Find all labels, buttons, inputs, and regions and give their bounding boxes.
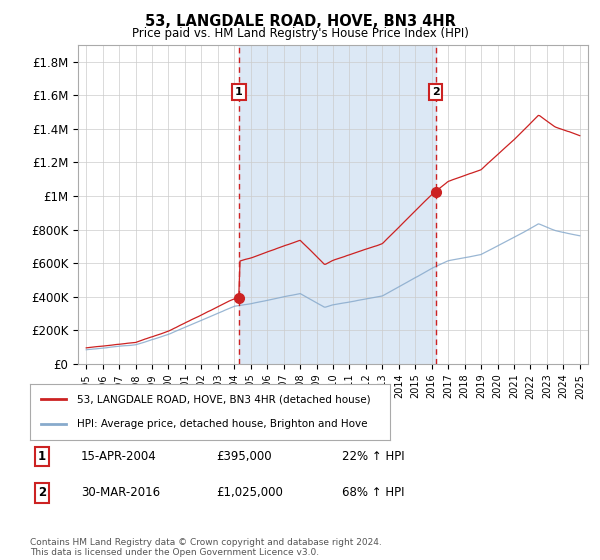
Text: 30-MAR-2016: 30-MAR-2016 [81,486,160,500]
Text: Contains HM Land Registry data © Crown copyright and database right 2024.
This d: Contains HM Land Registry data © Crown c… [30,538,382,557]
Text: HPI: Average price, detached house, Brighton and Hove: HPI: Average price, detached house, Brig… [77,419,367,429]
Text: 1: 1 [38,450,46,463]
Text: 2: 2 [38,486,46,500]
Text: 15-APR-2004: 15-APR-2004 [81,450,157,463]
Bar [239,45,436,364]
Text: £395,000: £395,000 [216,450,272,463]
Text: 1: 1 [235,87,243,97]
Text: Price paid vs. HM Land Registry's House Price Index (HPI): Price paid vs. HM Land Registry's House … [131,27,469,40]
Text: 53, LANGDALE ROAD, HOVE, BN3 4HR (detached house): 53, LANGDALE ROAD, HOVE, BN3 4HR (detach… [77,394,370,404]
Text: 68% ↑ HPI: 68% ↑ HPI [342,486,404,500]
Text: 53, LANGDALE ROAD, HOVE, BN3 4HR: 53, LANGDALE ROAD, HOVE, BN3 4HR [145,14,455,29]
Text: 22% ↑ HPI: 22% ↑ HPI [342,450,404,463]
Text: 2: 2 [432,87,440,97]
Text: £1,025,000: £1,025,000 [216,486,283,500]
